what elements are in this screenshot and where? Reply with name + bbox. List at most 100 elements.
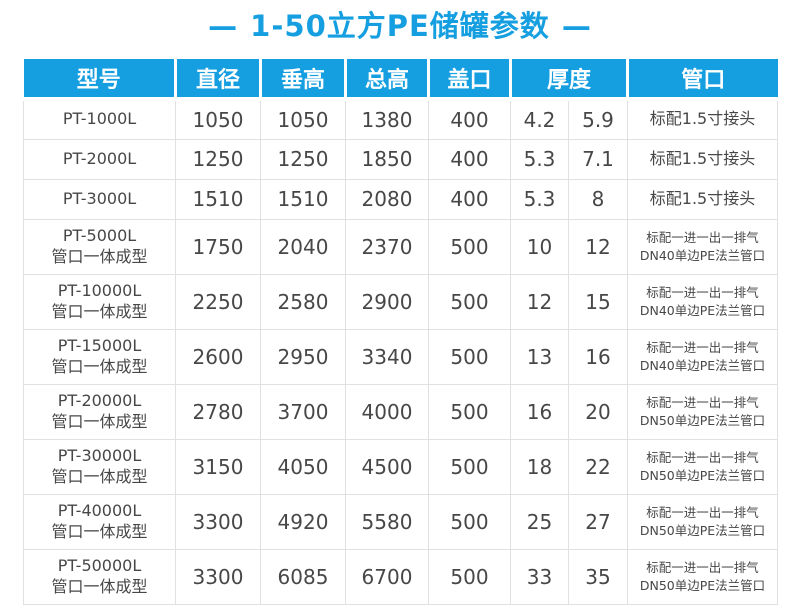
col-header-diameter: 直径 <box>174 59 261 101</box>
model-sublabel: 管口一体成型 <box>51 521 148 541</box>
thickness-max-cell: 15 <box>567 273 629 330</box>
model-sublabel: 管口一体成型 <box>51 411 148 431</box>
port-cell: 标配一进一出一排气 DN50单边PE法兰管口 <box>627 493 779 550</box>
model-cell: PT-2000L <box>23 138 176 180</box>
thickness-min-cell: 10 <box>510 218 569 275</box>
total-height-cell: 4000 <box>345 383 429 440</box>
table-row: PT-5000L 管口一体成型 1750 2040 2370 500 10 12 … <box>23 218 779 275</box>
thickness-max-cell: 12 <box>567 218 629 275</box>
vertical-height-cell: 1250 <box>260 138 346 180</box>
model-cell: PT-1000L <box>23 98 176 140</box>
lid-opening-cell: 500 <box>428 548 511 605</box>
lid-opening-cell: 400 <box>428 178 511 220</box>
thickness-max-cell: 7.1 <box>567 138 629 180</box>
model-sublabel: 管口一体成型 <box>51 466 148 486</box>
thickness-min-cell: 16 <box>510 383 569 440</box>
col-header-port: 管口 <box>626 59 778 101</box>
diameter-cell: 3150 <box>175 438 261 495</box>
thickness-max-cell: 27 <box>567 493 629 550</box>
lid-opening-cell: 400 <box>428 98 511 140</box>
thickness-min-cell: 5.3 <box>510 138 569 180</box>
thickness-max-cell: 22 <box>567 438 629 495</box>
col-header-lid-opening: 盖口 <box>427 59 511 101</box>
total-height-cell: 2370 <box>345 218 429 275</box>
port-sublabel: DN50单边PE法兰管口 <box>639 467 766 483</box>
total-height-cell: 4500 <box>345 438 429 495</box>
col-header-vertical-height: 垂高 <box>259 59 346 101</box>
model-label: PT-10000L <box>57 280 142 300</box>
port-label: 标配一进一出一排气 <box>646 285 759 300</box>
thickness-min-cell: 4.2 <box>510 98 569 140</box>
vertical-height-cell: 1050 <box>260 98 346 140</box>
total-height-cell: 2080 <box>345 178 429 220</box>
thickness-max-cell: 16 <box>567 328 629 385</box>
table-row: PT-3000L 1510 1510 2080 400 5.3 8 标配1.5寸… <box>23 178 779 220</box>
port-label: 标配1.5寸接头 <box>649 148 756 168</box>
lid-opening-cell: 500 <box>428 273 511 330</box>
total-height-cell: 5580 <box>345 493 429 550</box>
model-cell: PT-40000L 管口一体成型 <box>23 493 176 550</box>
port-label: 标配一进一出一排气 <box>646 450 759 465</box>
port-cell: 标配一进一出一排气 DN50单边PE法兰管口 <box>627 383 779 440</box>
lid-opening-cell: 500 <box>428 383 511 440</box>
thickness-min-cell: 13 <box>510 328 569 385</box>
total-height-cell: 2900 <box>345 273 429 330</box>
model-label: PT-15000L <box>57 335 142 355</box>
model-cell: PT-50000L 管口一体成型 <box>23 548 176 605</box>
table-row: PT-30000L 管口一体成型 3150 4050 4500 500 18 22… <box>23 438 779 495</box>
port-cell: 标配1.5寸接头 <box>627 98 779 140</box>
model-sublabel: 管口一体成型 <box>51 356 148 376</box>
thickness-min-cell: 33 <box>510 548 569 605</box>
model-label: PT-2000L <box>62 148 137 168</box>
port-sublabel: DN40单边PE法兰管口 <box>639 302 766 318</box>
vertical-height-cell: 6085 <box>260 548 346 605</box>
table-row: PT-20000L 管口一体成型 2780 3700 4000 500 16 20… <box>23 383 779 440</box>
table-row: PT-50000L 管口一体成型 3300 6085 6700 500 33 35… <box>23 548 779 605</box>
model-label: PT-20000L <box>57 390 142 410</box>
vertical-height-cell: 4050 <box>260 438 346 495</box>
lid-opening-cell: 500 <box>428 328 511 385</box>
diameter-cell: 2780 <box>175 383 261 440</box>
diameter-cell: 1510 <box>175 178 261 220</box>
port-label: 标配1.5寸接头 <box>649 188 756 208</box>
thickness-min-cell: 5.3 <box>510 178 569 220</box>
total-height-cell: 1380 <box>345 98 429 140</box>
model-sublabel: 管口一体成型 <box>51 301 148 321</box>
diameter-cell: 1750 <box>175 218 261 275</box>
thickness-max-cell: 20 <box>567 383 629 440</box>
lid-opening-cell: 500 <box>428 438 511 495</box>
diameter-cell: 2600 <box>175 328 261 385</box>
model-cell: PT-15000L 管口一体成型 <box>23 328 176 385</box>
vertical-height-cell: 1510 <box>260 178 346 220</box>
vertical-height-cell: 3700 <box>260 383 346 440</box>
title-text: 1-50立方PE储罐参数 <box>250 9 550 43</box>
port-sublabel: DN40单边PE法兰管口 <box>639 247 766 263</box>
port-cell: 标配1.5寸接头 <box>627 178 779 220</box>
port-sublabel: DN50单边PE法兰管口 <box>639 412 766 428</box>
port-label: 标配一进一出一排气 <box>646 230 759 245</box>
diameter-cell: 1050 <box>175 98 261 140</box>
thickness-max-cell: 5.9 <box>567 98 629 140</box>
total-height-cell: 6700 <box>345 548 429 605</box>
lid-opening-cell: 500 <box>428 218 511 275</box>
lid-opening-cell: 400 <box>428 138 511 180</box>
thickness-min-cell: 18 <box>510 438 569 495</box>
model-label: PT-50000L <box>57 555 142 575</box>
diameter-cell: 3300 <box>175 493 261 550</box>
model-label: PT-30000L <box>57 445 142 465</box>
diameter-cell: 3300 <box>175 548 261 605</box>
port-sublabel: DN50单边PE法兰管口 <box>639 522 766 538</box>
model-label: PT-5000L <box>62 225 137 245</box>
port-label: 标配一进一出一排气 <box>646 560 759 575</box>
port-cell: 标配1.5寸接头 <box>627 138 779 180</box>
model-label: PT-3000L <box>62 188 137 208</box>
port-label: 标配一进一出一排气 <box>646 340 759 355</box>
thickness-min-cell: 12 <box>510 273 569 330</box>
vertical-height-cell: 2040 <box>260 218 346 275</box>
port-cell: 标配一进一出一排气 DN40单边PE法兰管口 <box>627 218 779 275</box>
table-row: PT-15000L 管口一体成型 2600 2950 3340 500 13 16… <box>23 328 779 385</box>
spec-table: 型号 直径 垂高 总高 盖口 厚度 管口 PT-1000L 1050 1050 … <box>23 59 779 605</box>
thickness-max-cell: 35 <box>567 548 629 605</box>
total-height-cell: 3340 <box>345 328 429 385</box>
model-cell: PT-3000L <box>23 178 176 220</box>
